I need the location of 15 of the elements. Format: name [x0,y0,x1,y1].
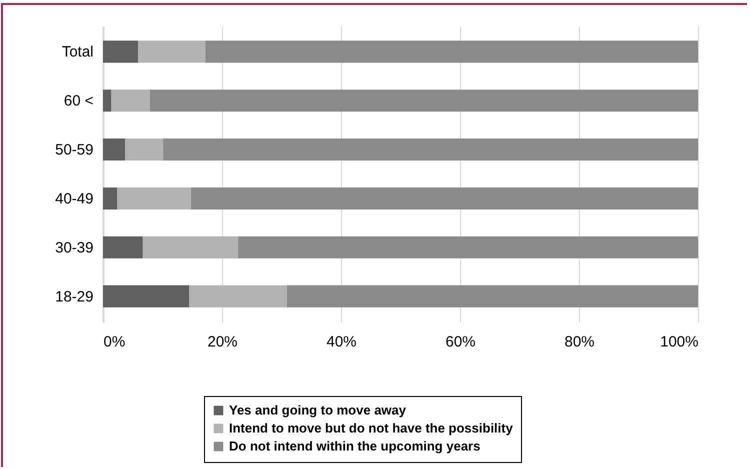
y-tick-label: 40-49 [55,190,94,208]
y-tick-label: Total [62,44,94,61]
y-tick-label: 50-59 [55,142,94,159]
x-tick-label: 20% [207,334,238,350]
x-tick-label: 0% [104,334,126,350]
legend-label: Do not intend within the upcoming years [229,438,480,454]
y-tick-label: 30-39 [55,239,94,256]
y-tick-label: 60 < [64,92,94,110]
y-tick-label: 18-29 [55,288,94,306]
legend-label: Intend to move but do not have the possibility [229,420,514,436]
x-tick-label: 40% [326,334,357,350]
x-tick-label: 100% [660,334,698,350]
legend-label: Yes and going to move away [229,402,407,418]
x-tick-label: 60% [445,334,476,350]
x-tick-label: 80% [564,334,595,350]
